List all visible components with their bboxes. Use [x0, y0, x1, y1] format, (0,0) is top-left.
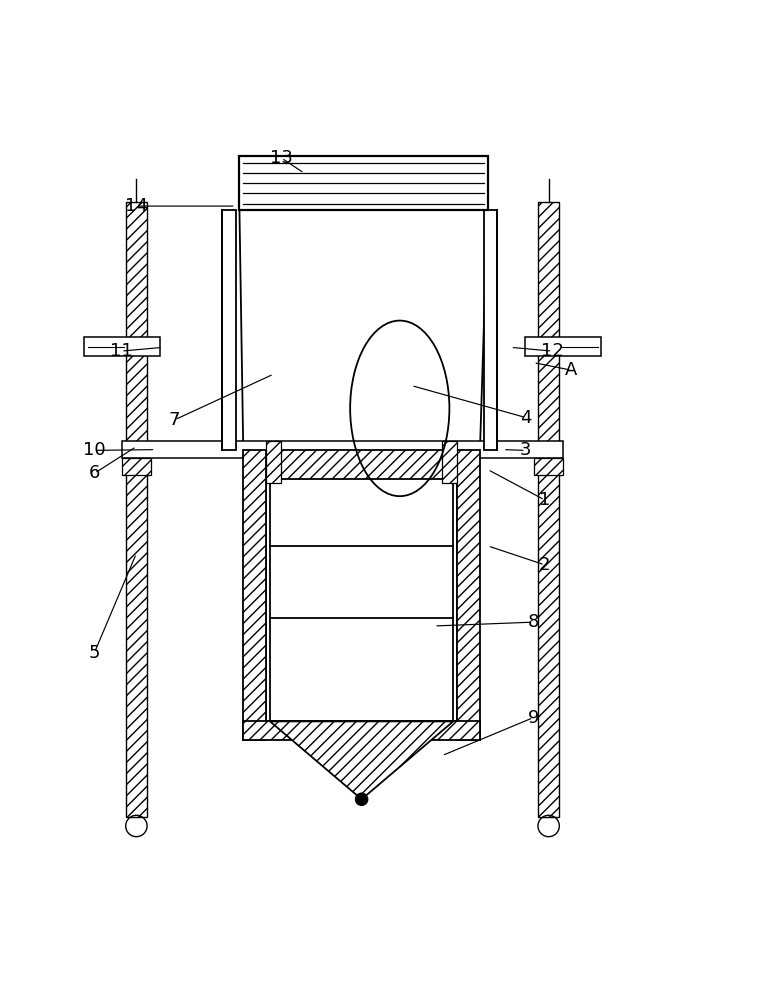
Text: 10: 10	[83, 441, 105, 459]
Bar	[125, 202, 147, 817]
Bar	[270, 450, 453, 479]
Bar	[84, 337, 160, 356]
Bar	[266, 450, 457, 721]
Bar	[266, 441, 281, 483]
Bar	[538, 202, 559, 817]
Bar	[525, 337, 601, 356]
Text: 14: 14	[125, 197, 148, 215]
Bar	[222, 210, 235, 450]
Text: 11: 11	[110, 342, 132, 360]
Text: 1: 1	[539, 491, 551, 509]
Text: 8: 8	[528, 613, 539, 631]
Text: 13: 13	[270, 149, 293, 167]
Polygon shape	[270, 721, 453, 799]
Bar	[122, 441, 563, 458]
Bar	[122, 458, 151, 475]
Text: A: A	[565, 361, 578, 379]
Bar	[534, 458, 563, 475]
Text: 12: 12	[541, 342, 564, 360]
Text: 9: 9	[528, 709, 539, 727]
Text: 6: 6	[88, 464, 100, 482]
Text: 3: 3	[520, 441, 531, 459]
Bar	[239, 156, 488, 210]
Bar	[441, 441, 457, 483]
Text: 5: 5	[88, 644, 100, 662]
Text: 4: 4	[520, 409, 531, 427]
Circle shape	[355, 793, 368, 805]
Bar	[243, 450, 266, 740]
Bar	[243, 721, 480, 740]
Bar	[457, 450, 480, 740]
Bar	[484, 210, 498, 450]
Text: 7: 7	[169, 411, 180, 429]
Text: 2: 2	[539, 556, 551, 574]
